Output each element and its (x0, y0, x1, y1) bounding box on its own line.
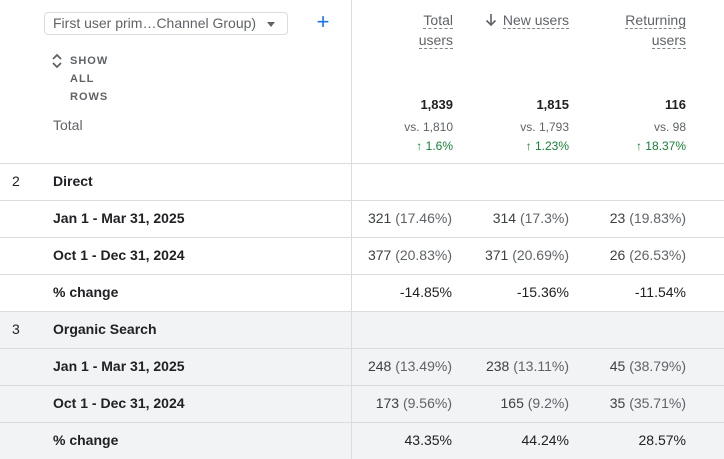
total-compare-returning-users: vs. 98 (653, 120, 686, 134)
column-header-total-users[interactable]: Total users (418, 12, 453, 49)
expand-icon (52, 53, 62, 69)
cell-returning-users: -11.54% (634, 284, 686, 300)
total-compare-total-users: vs. 1,810 (404, 120, 453, 134)
cell-new-users: 238 (13.11%) (485, 358, 569, 374)
group-row-direct[interactable]: 2 Direct (0, 163, 724, 200)
group-row-organic-search[interactable]: 3 Organic Search (0, 311, 724, 348)
dimension-select[interactable]: First user prim…Channel Group) (44, 12, 288, 35)
arrow-up-icon: ↑ (416, 139, 423, 153)
divider (0, 422, 724, 423)
group-name: Organic Search (53, 321, 157, 337)
divider (0, 237, 724, 238)
cell-new-users: 371 (20.69%) (484, 247, 569, 263)
table-row-change[interactable]: % change -14.85% -15.36% -11.54% (0, 274, 724, 311)
row-label: % change (53, 432, 119, 448)
cell-returning-users: 26 (26.53%) (609, 247, 686, 263)
row-label: Jan 1 - Mar 31, 2025 (53, 358, 185, 374)
cell-returning-users: 45 (38.79%) (609, 358, 686, 374)
row-label: Oct 1 - Dec 31, 2024 (53, 247, 185, 263)
row-label: Jan 1 - Mar 31, 2025 (53, 210, 185, 226)
cell-returning-users: 23 (19.83%) (609, 210, 686, 226)
sort-descending-icon (485, 14, 496, 27)
caret-down-icon (267, 22, 275, 27)
group-name: Direct (53, 173, 93, 189)
cell-returning-users: 28.57% (638, 432, 686, 448)
show-all-rows-label: SHOW ALL ROWS (70, 55, 109, 103)
cell-new-users: 314 (17.3%) (492, 210, 569, 226)
divider (0, 163, 724, 164)
dimension-select-label: First user prim…Channel Group) (53, 15, 257, 31)
row-label: Oct 1 - Dec 31, 2024 (53, 395, 185, 411)
divider (0, 385, 724, 386)
cell-total-users: 173 (9.56%) (375, 395, 452, 411)
total-value-total-users: 1,839 (420, 97, 453, 112)
arrow-up-icon: ↑ (635, 139, 642, 153)
row-index: 2 (12, 173, 20, 189)
total-change-new-users: ↑ 1.23% (525, 139, 569, 153)
total-label: Total (53, 117, 83, 133)
total-change-returning-users: ↑ 18.37% (635, 139, 686, 153)
table-row-change[interactable]: % change 43.35% 44.24% 28.57% (0, 422, 724, 459)
cell-total-users: 321 (17.46%) (367, 210, 452, 226)
arrow-up-icon: ↑ (525, 139, 532, 153)
cell-total-users: 248 (13.49%) (367, 358, 452, 374)
cell-total-users: -14.85% (399, 284, 452, 300)
table-row[interactable]: Jan 1 - Mar 31, 2025 321 (17.46%) 314 (1… (0, 200, 724, 237)
total-compare-new-users: vs. 1,793 (520, 120, 569, 134)
cell-returning-users: 35 (35.71%) (609, 395, 686, 411)
divider (0, 348, 724, 349)
total-value-returning-users: 116 (665, 97, 686, 112)
divider (0, 311, 724, 312)
add-dimension-icon[interactable]: + (316, 9, 330, 34)
row-label: % change (53, 284, 119, 300)
column-divider (351, 0, 352, 459)
table-row[interactable]: Oct 1 - Dec 31, 2024 173 (9.56%) 165 (9.… (0, 385, 724, 422)
table-row[interactable]: Oct 1 - Dec 31, 2024 377 (20.83%) 371 (2… (0, 237, 724, 274)
cell-total-users: 43.35% (404, 432, 452, 448)
column-header-new-users[interactable]: New users (485, 10, 569, 30)
column-header-returning-users[interactable]: Returning users (625, 12, 686, 49)
row-index: 3 (12, 321, 20, 337)
total-value-new-users: 1,815 (536, 97, 569, 112)
cell-total-users: 377 (20.83%) (367, 247, 452, 263)
table-row[interactable]: Jan 1 - Mar 31, 2025 248 (13.49%) 238 (1… (0, 348, 724, 385)
divider (0, 200, 724, 201)
divider (0, 274, 724, 275)
cell-new-users: 165 (9.2%) (500, 395, 569, 411)
total-change-total-users: ↑ 1.6% (416, 139, 453, 153)
cell-new-users: -15.36% (516, 284, 569, 300)
cell-new-users: 44.24% (521, 432, 569, 448)
